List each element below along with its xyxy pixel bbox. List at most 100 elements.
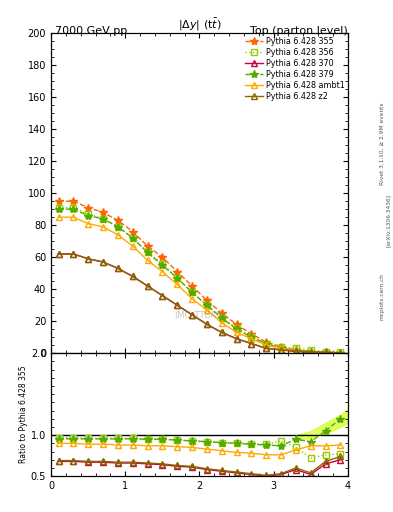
Pythia 6.428 ambt1 [279,345,283,351]
Pythia 6.428 355 [160,254,165,260]
Pythia 6.428 z2 [71,251,76,257]
Pythia 6.428 355 [264,339,268,345]
Pythia 6.428 379 [309,349,313,355]
Pythia 6.428 379 [323,349,328,355]
Pythia 6.428 356 [219,315,224,321]
Pythia 6.428 379 [175,275,180,281]
Pythia 6.428 z2 [219,329,224,335]
Pythia 6.428 z2 [309,349,313,355]
Pythia 6.428 z2 [101,259,105,265]
Pythia 6.428 z2 [160,292,165,298]
Pythia 6.428 379 [130,235,135,241]
Pythia 6.428 ambt1 [190,296,195,302]
Pythia 6.428 355 [294,347,298,353]
Pythia 6.428 ambt1 [145,258,150,264]
Pythia 6.428 ambt1 [71,214,76,220]
Pythia 6.428 370 [160,292,165,298]
Pythia 6.428 356 [86,211,90,217]
Pythia 6.428 355 [116,217,120,223]
Pythia 6.428 355 [338,350,343,356]
Pythia 6.428 356 [338,349,343,355]
Pythia 6.428 ambt1 [323,349,328,355]
Pythia 6.428 ambt1 [175,281,180,287]
Pythia 6.428 355 [309,349,313,355]
Pythia 6.428 356 [175,275,180,281]
Pythia 6.428 355 [175,268,180,274]
Pythia 6.428 ambt1 [294,347,298,353]
Pythia 6.428 356 [56,204,61,210]
Pythia 6.428 355 [323,349,328,355]
Pythia 6.428 355 [101,209,105,216]
Y-axis label: Ratio to Pythia 6.428 355: Ratio to Pythia 6.428 355 [19,366,28,463]
Pythia 6.428 z2 [338,350,343,356]
Pythia 6.428 356 [130,235,135,241]
Pythia 6.428 370 [264,345,268,351]
Pythia 6.428 355 [204,297,209,304]
Pythia 6.428 ambt1 [234,329,239,335]
Pythia 6.428 z2 [86,255,90,262]
Pythia 6.428 370 [294,349,298,355]
Pythia 6.428 356 [309,347,313,353]
Pythia 6.428 356 [234,325,239,331]
Pythia 6.428 z2 [264,345,268,351]
Pythia 6.428 ambt1 [219,319,224,326]
Pythia 6.428 379 [234,326,239,332]
Pythia 6.428 379 [249,334,254,340]
Pythia 6.428 355 [56,198,61,204]
Pythia 6.428 379 [204,302,209,308]
Text: Rivet 3.1.10, ≥ 2.9M events: Rivet 3.1.10, ≥ 2.9M events [380,102,384,185]
Pythia 6.428 356 [264,340,268,347]
Pythia 6.428 z2 [145,283,150,289]
Pythia 6.428 370 [56,251,61,257]
Pythia 6.428 355 [219,310,224,316]
Pythia 6.428 370 [309,349,313,355]
Line: Pythia 6.428 379: Pythia 6.428 379 [54,205,345,357]
Pythia 6.428 379 [116,224,120,230]
Pythia 6.428 356 [190,289,195,295]
Pythia 6.428 z2 [279,347,283,353]
Pythia 6.428 370 [101,259,105,265]
Pythia 6.428 ambt1 [264,342,268,348]
Pythia 6.428 ambt1 [309,349,313,355]
Pythia 6.428 370 [71,251,76,257]
Pythia 6.428 379 [71,206,76,212]
Pythia 6.428 370 [190,312,195,318]
Pythia 6.428 z2 [116,265,120,271]
Pythia 6.428 370 [116,265,120,271]
Text: (MC_TTBAR): (MC_TTBAR) [174,310,225,319]
Title: $|\Delta y|$ (t$\bar{t}$): $|\Delta y|$ (t$\bar{t}$) [178,17,221,33]
Pythia 6.428 z2 [175,302,180,308]
Pythia 6.428 379 [264,340,268,347]
Pythia 6.428 370 [219,329,224,335]
Pythia 6.428 z2 [56,251,61,257]
Pythia 6.428 ambt1 [130,243,135,249]
Pythia 6.428 356 [204,302,209,308]
Pythia 6.428 379 [56,206,61,212]
Pythia 6.428 379 [86,212,90,219]
Pythia 6.428 356 [145,249,150,255]
Line: Pythia 6.428 356: Pythia 6.428 356 [56,205,343,355]
Pythia 6.428 ambt1 [160,268,165,274]
Pythia 6.428 z2 [249,340,254,347]
Pythia 6.428 355 [145,243,150,249]
Pythia 6.428 355 [279,344,283,350]
Pythia 6.428 355 [71,198,76,204]
Pythia 6.428 379 [145,249,150,255]
Pythia 6.428 z2 [204,321,209,327]
Pythia 6.428 370 [338,350,343,356]
Pythia 6.428 355 [234,321,239,327]
Line: Pythia 6.428 ambt1: Pythia 6.428 ambt1 [56,215,343,355]
Pythia 6.428 ambt1 [116,232,120,238]
Pythia 6.428 370 [175,302,180,308]
Pythia 6.428 z2 [130,273,135,280]
Pythia 6.428 355 [86,204,90,210]
Pythia 6.428 379 [190,289,195,295]
Pythia 6.428 370 [249,340,254,347]
Line: Pythia 6.428 370: Pythia 6.428 370 [56,251,343,356]
Pythia 6.428 379 [294,347,298,353]
Pythia 6.428 ambt1 [56,214,61,220]
Pythia 6.428 z2 [190,312,195,318]
Pythia 6.428 355 [249,331,254,337]
Pythia 6.428 ambt1 [101,224,105,230]
Pythia 6.428 ambt1 [249,336,254,342]
